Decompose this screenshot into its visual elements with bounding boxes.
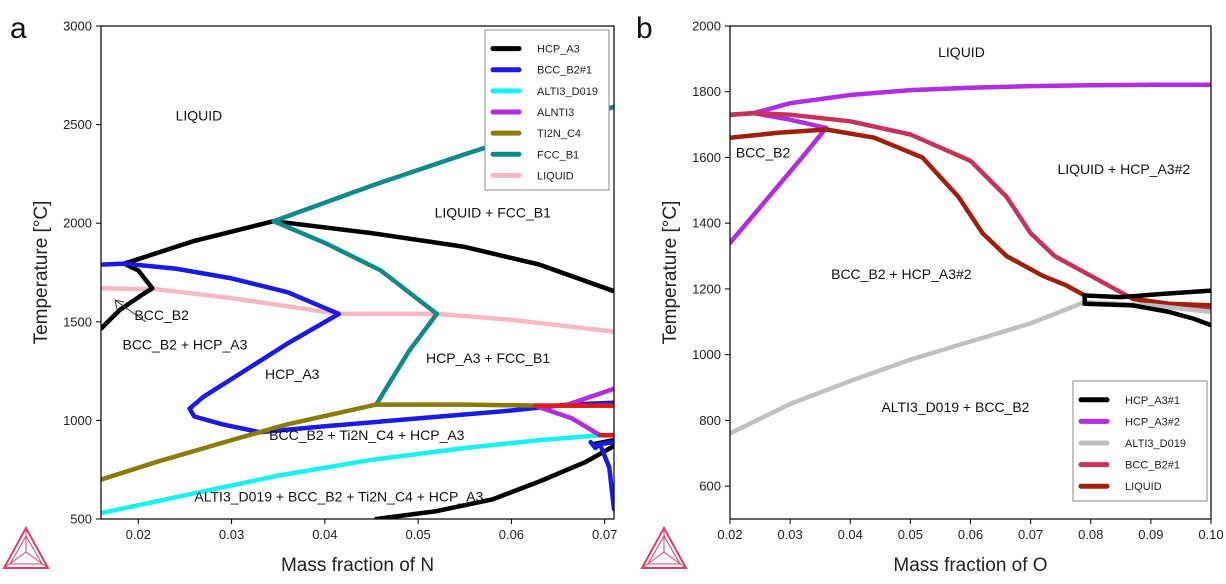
y-tick-label: 2500 xyxy=(63,117,92,132)
region-label: BCC_B2 + Ti2N_C4 + HCP_A3 xyxy=(269,427,465,443)
chart-panel-b: 0.02 0.03 0.04 0.05 0.06 0.07 0.08 0.09 0.10 600 8… xyxy=(660,19,1224,577)
legend: HCP_A3#1 HCP_A3#2 ALTI3_D019 BCC_B2#1 LIQUID xyxy=(1072,380,1208,502)
y-tick-label: 2000 xyxy=(63,216,92,231)
legend-label: HCP_A3#2 xyxy=(1125,416,1180,428)
y-tick-label: 1800 xyxy=(692,84,721,99)
series-line-liquid xyxy=(730,127,1087,298)
x-tick-label: 0.03 xyxy=(777,527,802,542)
series-line-bcc-b2-1 xyxy=(597,441,614,512)
panel-letter-a: a xyxy=(10,12,27,45)
legend-label: FCC_B1 xyxy=(537,149,579,161)
x-tick-label: 0.05 xyxy=(898,527,923,542)
x-axis-label: Mass fraction of O xyxy=(893,555,1047,576)
legend-label: ALNTI3 xyxy=(537,107,574,119)
region-label: LIQUID + FCC_B1 xyxy=(435,204,552,220)
plot-area xyxy=(101,104,614,519)
y-tick-label: 600 xyxy=(699,479,721,494)
legend-label: BCC_B2#1 xyxy=(537,65,592,77)
region-label: LIQUID xyxy=(938,44,985,60)
x-tick-label: 0.05 xyxy=(405,527,430,542)
region-label: ALTI3_D019 + BCC_B2 + Ti2N_C4 + HCP_A3 xyxy=(194,488,483,504)
series-line-fcc-b1 xyxy=(271,218,440,317)
series-line-bcc-b2-1 xyxy=(101,261,614,435)
series-line-liquid xyxy=(1130,296,1211,308)
legend-label: BCC_B2#1 xyxy=(1125,460,1180,472)
series-line-ti2n-c4 xyxy=(101,402,614,482)
x-tick-label: 0.02 xyxy=(126,527,151,542)
series-line-hcp-a3-1 xyxy=(1082,293,1211,328)
x-tick-label: 0.04 xyxy=(312,527,337,542)
series-line-alnti3 xyxy=(532,403,603,438)
x-tick-label: 0.02 xyxy=(717,527,742,542)
series-line-hcp-a3 xyxy=(373,443,614,519)
thermo-calc-logo-icon xyxy=(640,525,688,569)
legend: HCP_A3 BCC_B2#1 ALTI3_D019 ALNTI3 TI2N_C4 FCC… xyxy=(484,29,610,191)
thermo-calc-logo-icon xyxy=(2,525,50,569)
x-tick-label: 0.10 xyxy=(1198,527,1223,542)
plot-frame xyxy=(100,25,615,520)
x-tick-label: 0.07 xyxy=(592,527,617,542)
region-label: LIQUID + HCP_A3#2 xyxy=(1057,161,1190,177)
region-label: HCP_A3 + FCC_B1 xyxy=(426,350,550,366)
annotation-arrowhead xyxy=(114,299,125,310)
series-line-hcp-a3-2 xyxy=(730,82,1211,117)
panel-letter-b: b xyxy=(636,12,653,45)
x-tick-label: 0.03 xyxy=(219,527,244,542)
y-tick-label: 1600 xyxy=(692,150,721,165)
series-line-hcp-a3-1 xyxy=(1082,288,1211,300)
x-tick-label: 0.06 xyxy=(958,527,983,542)
x-tick-label: 0.07 xyxy=(1018,527,1043,542)
legend-label: HCP_A3 xyxy=(537,44,580,56)
legend-label: TI2N_C4 xyxy=(537,128,581,140)
y-tick-label: 1200 xyxy=(692,281,721,296)
x-axis-label: Mass fraction of N xyxy=(281,555,434,576)
y-tick-label: 1400 xyxy=(692,216,721,231)
region-label: HCP_A3 xyxy=(265,366,320,382)
y-axis-label: Temperature [°C] xyxy=(660,201,681,345)
annotation-arrow xyxy=(114,299,147,323)
x-tick-label: 0.08 xyxy=(1078,527,1103,542)
series-line-hcp-a3 xyxy=(122,218,276,266)
series-line-bcc-b2-1 xyxy=(588,439,614,451)
y-tick-label: 2000 xyxy=(692,19,721,34)
series-line-alnti3 xyxy=(565,386,614,407)
y-tick-label: 800 xyxy=(699,413,721,428)
legend-label: LIQUID xyxy=(537,170,574,182)
series-line-hcp-a3 xyxy=(101,261,155,331)
series-line-alti3-d019 xyxy=(101,432,603,516)
region-label: BCC_B2 xyxy=(134,307,189,323)
y-tick-label: 1500 xyxy=(63,314,92,329)
y-tick-label: 3000 xyxy=(63,19,92,34)
region-label: LIQUID xyxy=(176,108,223,124)
x-tick-label: 0.06 xyxy=(499,527,524,542)
region-label: ALTI3_D019 + BCC_B2 xyxy=(881,399,1029,415)
y-axis-label: Temperature [°C] xyxy=(31,201,52,345)
region-label: BCC_B2 + HCP_A3 xyxy=(122,336,247,352)
legend-label: ALTI3_D019 xyxy=(1125,438,1186,450)
y-tick-label: 1000 xyxy=(63,413,92,428)
series-line-hcp-a3-2 xyxy=(730,110,829,246)
legend-label: ALTI3_D019 xyxy=(537,86,598,98)
region-label: BCC_B2 xyxy=(736,144,791,160)
legend-label: HCP_A3#1 xyxy=(1125,395,1180,407)
plot-area xyxy=(730,82,1211,436)
series-line-fcc-b1 xyxy=(373,311,440,407)
x-tick-label: 0.09 xyxy=(1138,527,1163,542)
region-label: BCC_B2 + HCP_A3#2 xyxy=(831,266,972,282)
legend-label: LIQUID xyxy=(1125,481,1162,493)
chart-panel-a: 0.02 0.03 0.04 0.05 0.06 0.07 500 1000 1500 2000 2… xyxy=(31,19,617,577)
series-line-hcp-a3 xyxy=(271,218,614,294)
y-tick-label: 1000 xyxy=(692,347,721,362)
x-tick-label: 0.04 xyxy=(838,527,863,542)
y-tick-label: 500 xyxy=(70,512,92,527)
